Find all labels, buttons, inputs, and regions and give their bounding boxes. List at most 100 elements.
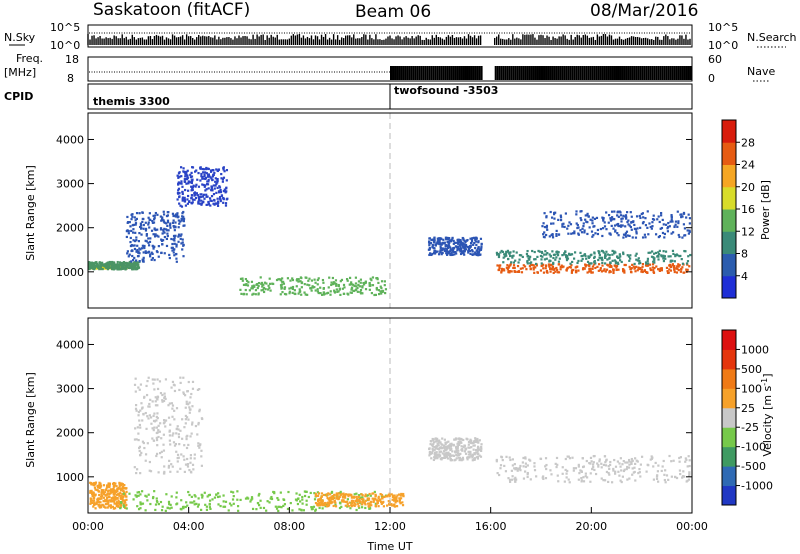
- data-point: [194, 185, 197, 188]
- data-point: [612, 252, 616, 255]
- data-point: [254, 289, 258, 292]
- data-point: [657, 258, 660, 261]
- data-point: [686, 268, 689, 271]
- data-point: [649, 225, 652, 229]
- data-point: [203, 197, 206, 200]
- data-point: [223, 188, 226, 191]
- data-point: [379, 500, 383, 504]
- data-point: [610, 210, 614, 213]
- data-point: [591, 267, 594, 271]
- data-point: [357, 280, 361, 283]
- data-point: [187, 180, 190, 183]
- data-point: [442, 450, 446, 453]
- data-point: [236, 498, 239, 501]
- cpid-entry-twofsound: twofsound -3503: [394, 84, 498, 97]
- data-point: [180, 182, 183, 185]
- data-point: [438, 450, 441, 454]
- data-point: [568, 457, 572, 460]
- data-point: [512, 264, 516, 267]
- data-point: [177, 219, 180, 222]
- data-point: [620, 469, 623, 472]
- data-point: [620, 260, 623, 264]
- data-point: [159, 500, 163, 504]
- data-point: [240, 292, 243, 295]
- data-point: [148, 414, 151, 417]
- data-point: [197, 444, 200, 448]
- data-point: [200, 455, 203, 458]
- data-point: [105, 265, 109, 268]
- data-point: [477, 251, 481, 254]
- data-point: [448, 239, 451, 242]
- data-point: [447, 440, 450, 443]
- nave-sample: [677, 66, 680, 80]
- nave-sample: [448, 66, 451, 80]
- data-point: [657, 464, 660, 467]
- data-point: [429, 252, 432, 255]
- data-point: [581, 457, 584, 460]
- power-ytick-label: 4000: [56, 133, 84, 146]
- data-point: [153, 412, 156, 415]
- data-point: [188, 493, 191, 497]
- data-point: [661, 231, 665, 235]
- data-point: [542, 235, 546, 239]
- data-point: [225, 187, 228, 190]
- data-point: [470, 240, 474, 243]
- data-point: [186, 198, 189, 201]
- data-point: [501, 250, 505, 254]
- data-point: [628, 234, 631, 238]
- data-point: [311, 507, 314, 511]
- data-point: [121, 265, 125, 268]
- data-point: [177, 226, 180, 229]
- data-point: [204, 171, 207, 174]
- data-point: [608, 265, 611, 268]
- data-point: [202, 201, 205, 204]
- data-point: [604, 270, 607, 273]
- data-point: [156, 213, 159, 216]
- data-point: [445, 445, 448, 448]
- cpid-panel: CPID themis 3300 twofsound -3503: [4, 83, 693, 110]
- data-point: [334, 501, 337, 504]
- data-point: [544, 477, 548, 480]
- data-point: [399, 502, 402, 505]
- data-point: [222, 166, 225, 169]
- data-point: [122, 490, 125, 493]
- data-point: [170, 386, 173, 389]
- data-point: [172, 234, 176, 238]
- data-point: [592, 455, 595, 458]
- data-point: [618, 462, 621, 465]
- data-point: [112, 500, 116, 503]
- data-point: [149, 502, 152, 506]
- data-point: [361, 285, 364, 288]
- data-point: [124, 487, 127, 490]
- data-point: [622, 469, 626, 473]
- data-point: [685, 268, 688, 271]
- data-point: [215, 168, 218, 171]
- data-point: [565, 269, 568, 272]
- data-point: [505, 266, 508, 269]
- data-point: [256, 286, 259, 290]
- data-point: [131, 215, 134, 218]
- data-point: [177, 240, 180, 243]
- data-point: [396, 500, 399, 503]
- data-point: [333, 496, 336, 499]
- data-point: [307, 279, 310, 282]
- data-point: [154, 233, 157, 236]
- data-point: [471, 456, 474, 459]
- data-point: [544, 267, 547, 270]
- data-point: [190, 423, 194, 426]
- data-point: [298, 288, 301, 291]
- data-point: [153, 216, 156, 220]
- data-point: [469, 453, 472, 456]
- data-point: [169, 423, 172, 426]
- data-point: [106, 506, 109, 509]
- data-point: [262, 286, 266, 290]
- data-point: [136, 426, 139, 429]
- data-point: [507, 266, 510, 269]
- data-point: [552, 262, 555, 265]
- data-point: [616, 232, 619, 235]
- data-point: [464, 240, 467, 244]
- data-point: [184, 463, 188, 466]
- data-point: [568, 265, 571, 269]
- nave-sample: [621, 66, 624, 80]
- data-point: [514, 259, 517, 262]
